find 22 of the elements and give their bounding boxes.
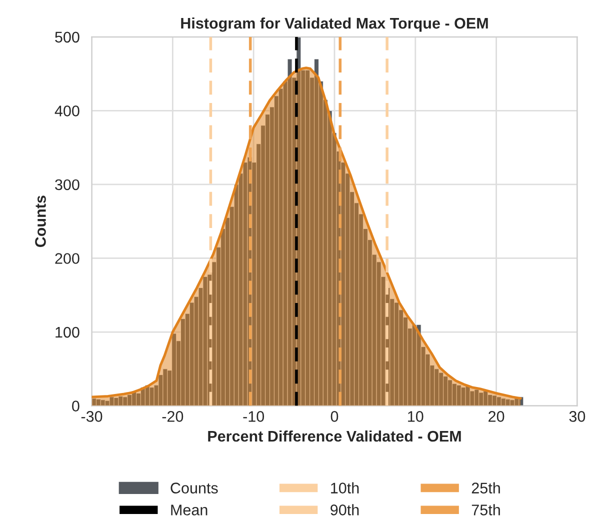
y-tick-label: 0 [72, 400, 80, 412]
y-tick-label: 400 [54, 106, 80, 116]
legend-label: 10th [331, 482, 359, 494]
chart-title: Histogram for Validated Max Torque - OEM [181, 17, 488, 32]
y-tick-label: 100 [56, 326, 80, 338]
y-tick-label: 500 [55, 32, 80, 43]
x-axis-title: Percent Difference Validated - OEM [208, 430, 461, 442]
x-tick-label: -10 [243, 411, 264, 422]
x-tick-label: 30 [569, 411, 586, 422]
legend-label: 25th [472, 482, 500, 494]
x-tick-label: -20 [162, 411, 184, 422]
legend-label: 75th [472, 504, 500, 516]
y-tick-label: 200 [55, 253, 80, 264]
legend-label: Counts [170, 482, 218, 494]
y-axis-title: Counts [35, 196, 46, 248]
x-tick-label: -30 [81, 411, 102, 422]
legend-label: 90th [330, 504, 359, 516]
y-tick-label: 300 [55, 179, 80, 190]
x-tick-label: 0 [330, 411, 338, 422]
x-tick-label: 10 [408, 411, 424, 422]
legend-label: Mean [171, 504, 208, 516]
x-tick-label: 20 [488, 411, 504, 422]
